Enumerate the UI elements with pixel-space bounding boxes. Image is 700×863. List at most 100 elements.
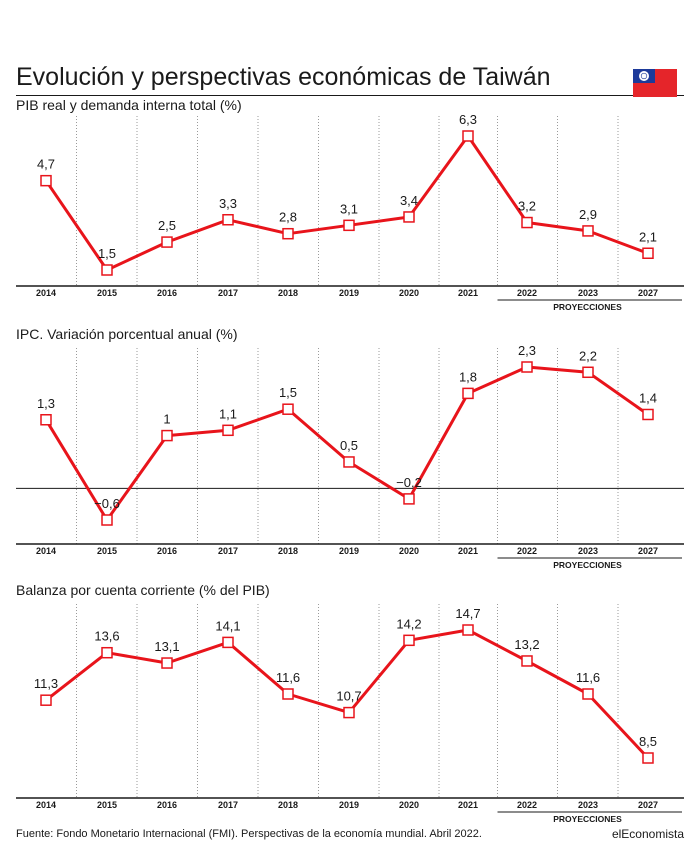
chart2-data-point [642, 408, 654, 421]
chart1-data-point [161, 236, 173, 248]
chart2-data-label: 1,5 [279, 385, 297, 400]
chart1-data-label: 3,3 [219, 196, 237, 211]
source-note: Fuente: Fondo Monetario Internacional (F… [16, 828, 482, 840]
chart1-tick-label: 2015 [97, 288, 117, 298]
chart1-data-point [101, 264, 113, 276]
chart1-data-label: 2,1 [639, 229, 657, 244]
chart3-data-label: 14,2 [396, 616, 421, 631]
chart1-data-point [282, 227, 294, 240]
chart3-tick-label: 2019 [339, 800, 359, 810]
chart3-data-label: 11,6 [576, 670, 600, 685]
chart3-data-label: 14,7 [455, 606, 480, 621]
chart3-data-label: 8,5 [639, 734, 657, 749]
chart2-data-point [343, 456, 355, 468]
chart2-data-point [462, 387, 474, 400]
chart1-title: PIB real y demanda interna total (%) [16, 97, 242, 113]
chart2-tick-label: 2022 [517, 546, 537, 556]
chart3-tick-label: 2014 [36, 800, 56, 810]
chart2-data-label: 1 [163, 412, 170, 427]
chart3-data-point [101, 646, 113, 659]
chart3-tick-label: 2015 [97, 800, 117, 810]
chart3-data-label: 10,7 [336, 689, 361, 704]
chart2-data-point [40, 414, 52, 426]
chart1-data-label: 1,5 [98, 246, 116, 261]
chart1-tick-label: 2019 [339, 288, 359, 298]
chart1-data-point [40, 174, 52, 187]
chart1-tick-label: 2027 [638, 288, 658, 298]
chart3-tick-label: 2023 [578, 800, 598, 810]
chart3-tick-label: 2017 [218, 800, 238, 810]
chart2-tick-label: 2016 [157, 546, 177, 556]
chart3-tick-label: 2022 [517, 800, 537, 810]
chart3-title: Balanza por cuenta corriente (% del PIB) [16, 582, 270, 598]
chart2-data-label: 0,5 [340, 438, 358, 453]
flag-sun [641, 73, 647, 79]
chart1-data-point [343, 219, 355, 232]
chart2-data-point [222, 424, 234, 437]
chart1-data-point [521, 216, 533, 229]
chart1-data-label: 2,9 [579, 207, 597, 222]
chart1-data-label: 6,3 [459, 112, 477, 127]
chart2-tick-label: 2021 [458, 546, 478, 556]
chart1-data-label: 3,4 [400, 193, 418, 208]
chart3-data-point [403, 634, 415, 647]
chart1-data-point [462, 130, 474, 142]
chart2-data-point [101, 514, 113, 526]
chart3-tick-label: 2020 [399, 800, 419, 810]
chart2-tick-label: 2020 [399, 546, 419, 556]
taiwan-flag-icon [633, 69, 677, 97]
chart3-data-point [282, 688, 294, 700]
chart2-tick-label: 2017 [218, 546, 238, 556]
chart2-tick-label: 2019 [339, 546, 359, 556]
chart2-data-point [403, 493, 415, 505]
chart3-tick-label: 2027 [638, 800, 658, 810]
chart2-tick-label: 2015 [97, 546, 117, 556]
chart3-data-label: 13,2 [514, 637, 539, 652]
chart2-projections-label: PROYECCIONES [553, 560, 622, 570]
chart3-tick-label: 2018 [278, 800, 298, 810]
chart2-tick-label: 2027 [638, 546, 658, 556]
chart2-data-point [521, 361, 533, 373]
chart3-data-point [40, 694, 52, 706]
chart1-tick-label: 2017 [218, 288, 238, 298]
chart3-tick-label: 2021 [458, 800, 478, 810]
chart1-tick-label: 2018 [278, 288, 298, 298]
chart2-tick-label: 2014 [36, 546, 56, 556]
chart1-tick-label: 2014 [36, 288, 56, 298]
chart2-data-label: 1,4 [639, 390, 657, 405]
chart3-data-label: 13,1 [154, 639, 179, 654]
chart2-data-point [582, 366, 594, 379]
chart2-data-point [161, 429, 173, 442]
chart2-data-label: 1,3 [37, 396, 55, 411]
chart1-data-point [222, 214, 234, 226]
chart1-data-point [642, 247, 654, 259]
chart2-tick-label: 2023 [578, 546, 598, 556]
chart3-data-label: 11,6 [276, 670, 300, 685]
chart3-data-point [642, 752, 654, 764]
title-rule [16, 95, 684, 96]
chart1-tick-label: 2021 [458, 288, 478, 298]
chart1-tick-label: 2022 [517, 288, 537, 298]
chart3-data-point [582, 688, 594, 700]
chart3-data-point [343, 706, 355, 719]
chart3-data-label: 14,1 [215, 618, 240, 633]
chart2-data-label: 1,1 [219, 406, 237, 421]
chart1-data-label: 2,5 [158, 218, 176, 233]
chart1-data-label: 2,8 [279, 210, 297, 225]
chart1-data-point [403, 211, 415, 223]
chart3-data-label: 11,3 [34, 676, 58, 691]
chart1-data-label: 3,2 [518, 199, 536, 214]
chart2-tick-label: 2018 [278, 546, 298, 556]
chart3-data-point [222, 636, 234, 649]
chart2-data-label: −0,2 [396, 475, 422, 490]
chart2-title: IPC. Variación porcentual anual (%) [16, 326, 238, 342]
chart2-data-point [282, 403, 294, 415]
chart2-data-label: 2,2 [579, 348, 597, 363]
chart1-data-point [582, 225, 594, 237]
chart2-data-label: 2,3 [518, 343, 536, 358]
chart1-tick-label: 2023 [578, 288, 598, 298]
chart3-projections-label: PROYECCIONES [553, 814, 622, 824]
chart1-tick-label: 2020 [399, 288, 419, 298]
chart2-data-label: −0,6 [94, 496, 120, 511]
